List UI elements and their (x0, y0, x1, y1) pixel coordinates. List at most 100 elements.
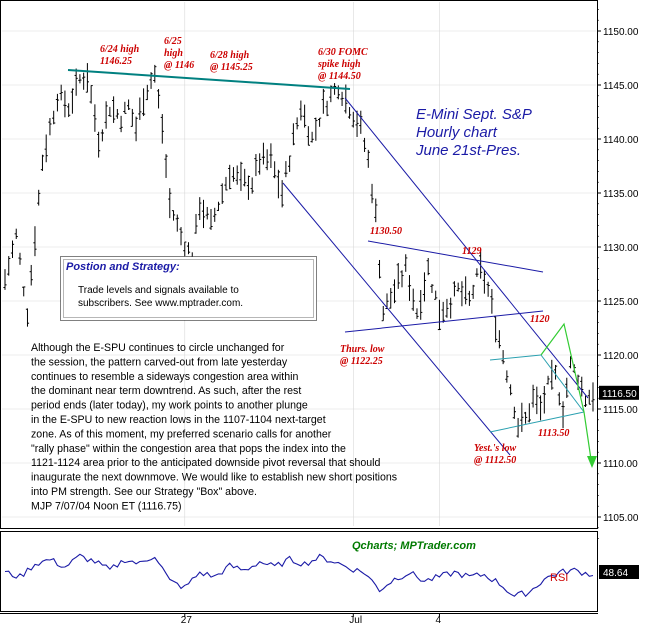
x-tick-label: 27 (181, 615, 193, 626)
commentary-line: inaugurate the next downmove. We would l… (31, 472, 397, 484)
price-bar (258, 153, 262, 175)
price-bar (415, 308, 419, 319)
price-bar (183, 241, 187, 259)
annotation-label: 6/30 FOMC (318, 47, 368, 58)
price-bar (362, 137, 367, 152)
annotation-label: spike high (317, 59, 361, 70)
price-bar (213, 207, 217, 222)
price-bar (228, 164, 232, 190)
annotation-label: @ 1146 (164, 60, 194, 71)
price-bar (112, 96, 116, 123)
price-bar (550, 359, 554, 390)
rsi-indicator (4, 553, 594, 598)
price-bar (370, 183, 374, 204)
price-bar (404, 254, 408, 272)
small-channel-upper (489, 354, 542, 361)
annotation-label: @ 1112.50 (474, 455, 516, 466)
price-bar (535, 386, 539, 415)
commentary-line: "rally phase" within the congestion area… (31, 443, 346, 455)
y-axis-ticks: 1150.00 1145.00 1140.00 1135.00 1130.00 1125.… (597, 9, 639, 539)
price-bar (25, 308, 30, 327)
price-bar (37, 189, 41, 206)
price-bar (389, 288, 393, 309)
y-tick-label: 1140.00 (603, 135, 639, 146)
price-bar (216, 201, 221, 211)
price-bar (22, 286, 26, 297)
annotation-label: @ 1122.25 (340, 356, 383, 367)
price-bar (374, 198, 378, 223)
price-bar (243, 168, 247, 187)
projection-path (540, 322, 593, 467)
price-bar (452, 281, 457, 297)
annotation-label: high (164, 48, 183, 59)
price-bar (520, 402, 524, 432)
price-bar (239, 161, 243, 191)
commentary-line: the dominant near term downtrend. As suc… (31, 385, 301, 397)
price-bar (261, 142, 266, 165)
price-bar (7, 256, 11, 276)
trendlines (67, 69, 597, 468)
chart-title-line-3: June 21st-Pres. (415, 142, 521, 159)
resistance-trendline (67, 69, 351, 90)
price-bar (3, 269, 7, 290)
price-bar (299, 100, 303, 121)
annotation-label: 1120 (530, 314, 549, 325)
annotation-label: 1129 (462, 246, 481, 257)
commentary-line: continues to resemble a sideways congest… (31, 371, 298, 383)
price-bar (273, 161, 277, 179)
price-bar (310, 131, 314, 143)
price-bar (179, 227, 183, 246)
y-tick-label: 1115.00 (603, 405, 638, 416)
price-bar (396, 263, 400, 289)
price-bar (475, 268, 479, 277)
y-tick-label: 1145.00 (603, 81, 639, 92)
price-bar (527, 403, 531, 423)
price-bar (44, 134, 48, 163)
annotation-label: 1130.50 (370, 226, 402, 237)
price-bar (33, 226, 37, 257)
price-bar (235, 165, 239, 185)
price-bar (231, 167, 236, 182)
price-bar (553, 364, 558, 380)
chart-title-line-1: E-Mini Sept. S&P (416, 106, 532, 123)
price-bar (419, 290, 423, 320)
annotation-label: 6/28 high (210, 50, 250, 61)
strategy-box-line-2: subscribers. See www.mptrader.com. (78, 298, 243, 309)
price-bar (205, 206, 209, 220)
price-bar (441, 301, 445, 323)
price-bar (100, 129, 104, 142)
y-tick-label: 1150.00 (603, 27, 639, 38)
price-bar (325, 100, 329, 117)
price-bar (18, 252, 22, 265)
price-bar (52, 110, 56, 125)
price-bar (265, 149, 269, 171)
price-bar (359, 110, 363, 134)
price-bar (347, 107, 352, 119)
strategy-box: Postion and Strategy: Trade levels and s… (60, 256, 317, 321)
rsi-panel-frame (0, 531, 598, 612)
price-bar (250, 177, 254, 194)
price-bar (246, 175, 251, 200)
price-bar (171, 210, 176, 221)
commentary-line: period ends (later today), my work point… (31, 400, 308, 412)
price-bar (377, 259, 382, 279)
price-bar (123, 101, 127, 114)
chart-credit: Qcharts; MPTrader.com (352, 540, 476, 552)
price-bar (138, 97, 142, 120)
strategy-box-line-1: Trade levels and signals available to (78, 285, 239, 296)
price-bar (512, 406, 516, 419)
price-bar (340, 91, 344, 106)
price-bar (115, 109, 119, 119)
commentary-line: the session, the pattern carved-out from… (31, 356, 288, 368)
price-bar (85, 63, 89, 93)
price-bar (70, 88, 75, 114)
commentary-line: into PM strength. See our Strategy "Box"… (31, 486, 257, 498)
price-bar (516, 417, 520, 438)
price-bar (164, 154, 168, 178)
price-bar (392, 279, 397, 304)
price-bar (587, 389, 591, 405)
price-bar (591, 382, 595, 412)
price-bar (175, 214, 179, 232)
y-tick-label: 1125.00 (603, 297, 639, 308)
